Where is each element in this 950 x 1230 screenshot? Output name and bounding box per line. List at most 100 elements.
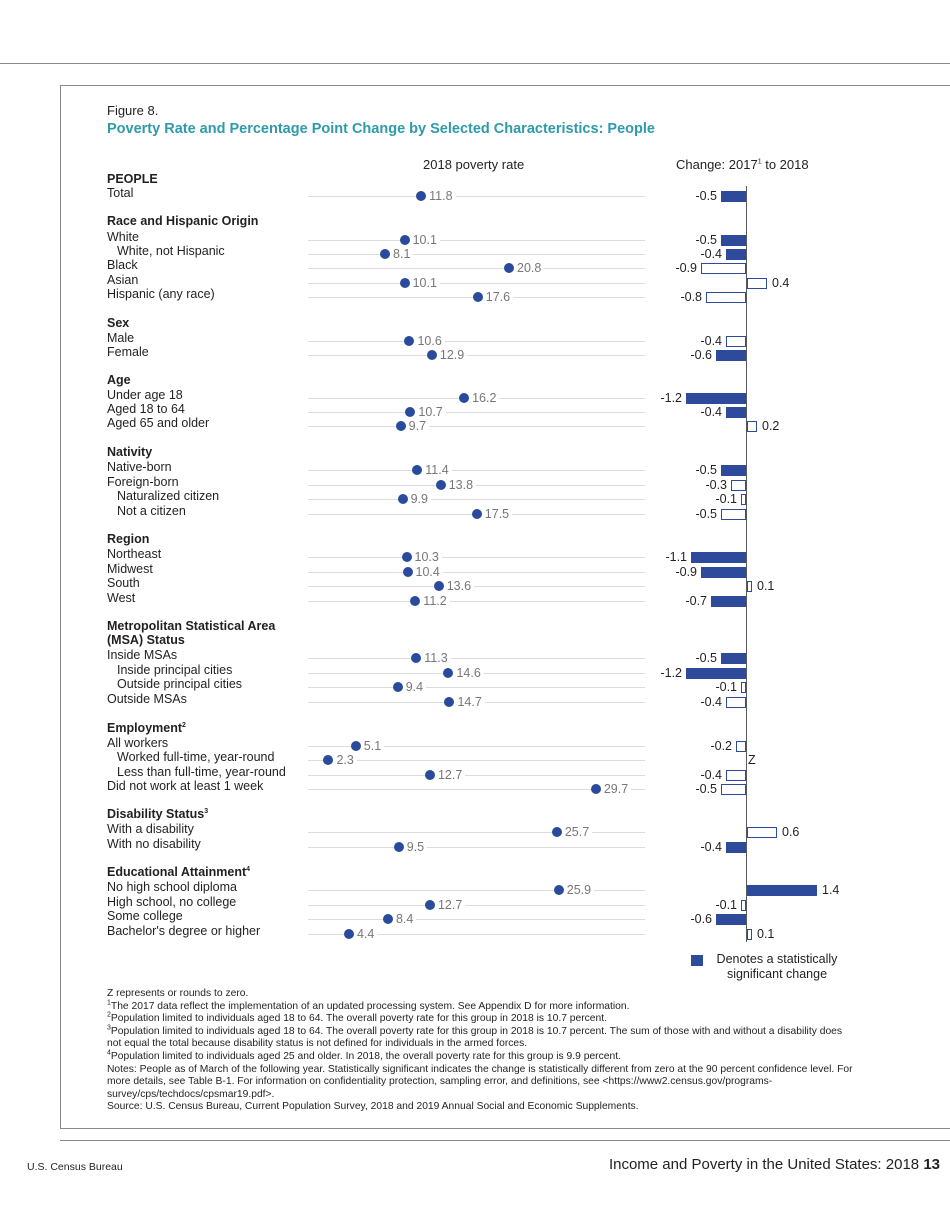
- change-bar-significant: [721, 191, 746, 202]
- rate-value: 17.5: [481, 508, 513, 521]
- figure-title: Poverty Rate and Percentage Point Change…: [107, 121, 655, 137]
- footnote: 1The 2017 data reflect the implementatio…: [107, 999, 857, 1014]
- rate-value: 10.1: [409, 277, 440, 290]
- rate-value: 13.6: [443, 580, 475, 593]
- rate-track: [308, 687, 645, 688]
- change-value: -0.6: [690, 348, 712, 362]
- rate-value: 10.7: [415, 406, 446, 419]
- change-bar: [731, 480, 746, 491]
- change-value: -1.2: [660, 666, 682, 680]
- rate-track: [308, 601, 645, 602]
- footnote-marker: 4: [246, 865, 251, 873]
- group-heading-text: PEOPLE: [107, 172, 158, 186]
- rate-value: 17.6: [482, 291, 514, 304]
- change-value: -0.4: [700, 695, 722, 709]
- rate-track: [308, 572, 645, 573]
- change-value: -0.5: [695, 782, 717, 796]
- change-bar: [721, 509, 746, 520]
- footnote-text: Notes: People as of March of the followi…: [107, 1063, 853, 1100]
- rate-track: [308, 470, 645, 471]
- row-label: Less than full-time, year-round: [117, 765, 286, 779]
- figure-frame: [60, 85, 950, 1129]
- rate-dot: [402, 567, 413, 577]
- change-title-text: Change: 2017: [676, 157, 758, 172]
- rate-value: 14.7: [454, 696, 485, 709]
- row-label: West: [107, 591, 136, 605]
- change-bar: [736, 741, 746, 752]
- rate-value: 11.8: [426, 190, 456, 203]
- rate-value: 11.3: [421, 652, 451, 665]
- rate-track: [308, 196, 645, 197]
- change-value: -0.4: [700, 334, 722, 348]
- page-number: 13: [923, 1156, 940, 1173]
- group-heading-line: (MSA) Status: [107, 633, 185, 647]
- rate-value: 20.8: [514, 262, 545, 275]
- change-value: 0.1: [757, 927, 775, 941]
- rate-track: [308, 789, 645, 790]
- rate-dot: [380, 249, 391, 259]
- rate-dot: [551, 827, 562, 837]
- footnote-marker: 3: [204, 807, 209, 815]
- rate-value: 8.4: [392, 913, 417, 926]
- rate-track: [308, 499, 645, 500]
- change-value: 0.6: [782, 825, 800, 839]
- change-bar-significant: [721, 465, 746, 476]
- rate-track: [308, 919, 645, 920]
- rate-dot: [424, 900, 435, 910]
- rate-track: [308, 832, 645, 833]
- change-value: -0.4: [700, 840, 722, 854]
- row-label: Not a citizen: [117, 504, 186, 518]
- rate-dot: [350, 741, 361, 751]
- footnote: Notes: People as of March of the followi…: [107, 1064, 857, 1102]
- change-value: -0.5: [695, 189, 717, 203]
- change-value: 1.4: [822, 883, 840, 897]
- change-value: -0.5: [695, 651, 717, 665]
- rate-panel-title: 2018 poverty rate: [423, 157, 525, 172]
- rate-dot: [401, 552, 412, 562]
- change-value: -1.1: [665, 550, 687, 564]
- change-value: -0.1: [715, 898, 737, 912]
- row-label: Foreign-born: [107, 475, 179, 489]
- change-bar-significant: [747, 885, 817, 896]
- change-title-text-end: to 2018: [761, 157, 809, 172]
- rate-track: [308, 905, 645, 906]
- change-title-sup: 1: [757, 158, 762, 166]
- group-heading-text: Employment: [107, 721, 183, 735]
- footnote-text: Source: U.S. Census Bureau, Current Popu…: [107, 1101, 639, 1113]
- group-heading-text: Educational Attainment: [107, 865, 247, 879]
- group-heading: Sex: [107, 316, 129, 330]
- footnote-text: Population limited to individuals aged 2…: [110, 1050, 621, 1062]
- change-bar: [706, 292, 746, 303]
- group-heading: Employment2: [107, 721, 186, 735]
- rate-value: 5.1: [360, 740, 385, 753]
- rate-dot: [459, 393, 470, 403]
- rate-dot: [426, 350, 437, 360]
- rate-value: 25.9: [563, 884, 595, 897]
- change-bar: [726, 697, 746, 708]
- row-label: Asian: [107, 273, 139, 287]
- footnote: 3Population limited to individuals aged …: [107, 1024, 857, 1051]
- row-label: Outside MSAs: [107, 692, 187, 706]
- rate-value: 12.9: [436, 349, 468, 362]
- footnote-marker: 1: [107, 999, 111, 1007]
- change-value: -0.1: [715, 680, 737, 694]
- group-heading: Nativity: [107, 445, 152, 459]
- rate-dot: [395, 421, 406, 431]
- rate-value: 12.7: [434, 769, 466, 782]
- row-label: Midwest: [107, 562, 153, 576]
- change-bar-significant: [721, 653, 746, 664]
- change-bar-significant: [726, 249, 746, 260]
- rate-value: 11.2: [420, 595, 450, 608]
- row-label: With a disability: [107, 822, 194, 836]
- rate-track: [308, 890, 645, 891]
- rate-track: [308, 746, 645, 747]
- row-label: Male: [107, 331, 135, 345]
- row-label: Total: [107, 186, 134, 200]
- rate-value: 9.5: [403, 841, 428, 854]
- rate-value: 13.8: [445, 479, 477, 492]
- rate-value: 25.7: [561, 826, 593, 839]
- rate-dot: [411, 653, 422, 663]
- rate-track: [308, 254, 645, 255]
- rate-track: [308, 658, 645, 659]
- change-bar: [741, 494, 746, 505]
